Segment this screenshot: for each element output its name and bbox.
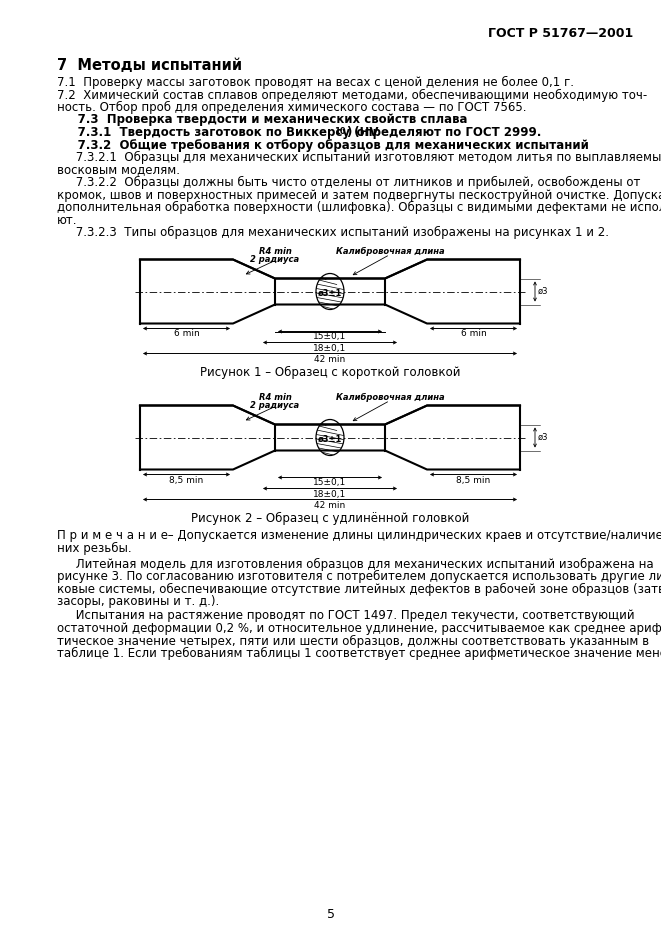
- Text: ø3±1: ø3±1: [318, 289, 342, 298]
- Text: 42 min: 42 min: [315, 501, 346, 509]
- Text: ют.: ют.: [57, 213, 77, 227]
- Text: ø3: ø3: [538, 433, 549, 442]
- Text: 7.3  Проверка твердости и механических свойств сплава: 7.3 Проверка твердости и механических св…: [57, 113, 467, 126]
- Text: восковым моделям.: восковым моделям.: [57, 164, 180, 177]
- Text: 7.3.2.2  Образцы должны быть чисто отделены от литников и прибылей, освобождены : 7.3.2.2 Образцы должны быть чисто отделе…: [57, 176, 641, 189]
- Text: – Допускается изменение длины цилиндрических краев и отсутствие/наличие на: – Допускается изменение длины цилиндриче…: [164, 530, 661, 543]
- Text: рисунке 3. По согласованию изготовителя с потребителем допускается использовать : рисунке 3. По согласованию изготовителя …: [57, 570, 661, 583]
- Text: 7  Методы испытаний: 7 Методы испытаний: [57, 58, 242, 73]
- Text: Рисунок 1 – Образец с короткой головкой: Рисунок 1 – Образец с короткой головкой: [200, 365, 460, 378]
- Text: засоры, раковины и т. д.).: засоры, раковины и т. д.).: [57, 595, 219, 608]
- Text: Калибровочная длина: Калибровочная длина: [336, 246, 444, 256]
- Text: 7.3.2.3  Типы образцов для механических испытаний изображены на рисунках 1 и 2.: 7.3.2.3 Типы образцов для механических и…: [57, 226, 609, 239]
- Text: 18±0,1: 18±0,1: [313, 344, 346, 353]
- Text: 5: 5: [327, 908, 334, 921]
- Text: 7.3.1  Твердость заготовок по Виккерсу (HV: 7.3.1 Твердость заготовок по Виккерсу (H…: [57, 126, 379, 139]
- Text: 2 радиуса: 2 радиуса: [251, 255, 299, 264]
- Text: 8,5 min: 8,5 min: [456, 475, 490, 485]
- Text: ГОСТ Р 51767—2001: ГОСТ Р 51767—2001: [488, 27, 633, 40]
- Text: ) определяют по ГОСТ 2999.: ) определяют по ГОСТ 2999.: [347, 126, 541, 139]
- Text: 10: 10: [334, 127, 346, 137]
- Text: 42 min: 42 min: [315, 355, 346, 363]
- Text: кромок, швов и поверхностных примесей и затем подвергнуты пескоструйной очистке.: кромок, швов и поверхностных примесей и …: [57, 188, 661, 201]
- Text: 15±0,1: 15±0,1: [313, 332, 346, 342]
- Text: таблице 1. Если требованиям таблицы 1 соответствует среднее арифметическое значе: таблице 1. Если требованиям таблицы 1 со…: [57, 647, 661, 660]
- Text: ковые системы, обеспечивающие отсутствие литейных дефектов в рабочей зоне образц: ковые системы, обеспечивающие отсутствие…: [57, 582, 661, 595]
- Text: Калибровочная длина: Калибровочная длина: [336, 392, 444, 402]
- Text: Испытания на растяжение проводят по ГОСТ 1497. Предел текучести, соответствующий: Испытания на растяжение проводят по ГОСТ…: [57, 609, 635, 622]
- Text: 7.2  Химический состав сплавов определяют методами, обеспечивающими необходимую : 7.2 Химический состав сплавов определяют…: [57, 89, 647, 102]
- Text: Литейная модель для изготовления образцов для механических испытаний изображена : Литейная модель для изготовления образцо…: [57, 558, 654, 571]
- Text: Рисунок 2 – Образец с удлинённой головкой: Рисунок 2 – Образец с удлинённой головко…: [191, 511, 469, 524]
- Text: R4 min: R4 min: [258, 246, 292, 256]
- Text: 18±0,1: 18±0,1: [313, 490, 346, 499]
- Text: 2 радиуса: 2 радиуса: [251, 401, 299, 409]
- Text: ø3: ø3: [538, 287, 549, 296]
- Text: 6 min: 6 min: [461, 329, 486, 339]
- Text: 8,5 min: 8,5 min: [169, 475, 204, 485]
- Text: ø3±1: ø3±1: [318, 435, 342, 444]
- Text: остаточной деформации 0,2 %, и относительное удлинение, рассчитываемое как средн: остаточной деформации 0,2 %, и относител…: [57, 622, 661, 635]
- Text: R4 min: R4 min: [258, 392, 292, 402]
- Text: 7.3.2  Общие требования к отбору образцов для механических испытаний: 7.3.2 Общие требования к отбору образцов…: [57, 139, 589, 152]
- Text: П р и м е ч а н и е: П р и м е ч а н и е: [57, 530, 168, 543]
- Text: 7.3.2.1  Образцы для механических испытаний изготовляют методом литья по выплавл: 7.3.2.1 Образцы для механических испытан…: [57, 151, 661, 164]
- Text: них резьбы.: них резьбы.: [57, 542, 132, 555]
- Text: 6 min: 6 min: [174, 329, 200, 339]
- Text: тическое значение четырех, пяти или шести образцов, должны соответствовать указа: тическое значение четырех, пяти или шест…: [57, 635, 649, 648]
- Text: 7.1  Проверку массы заготовок проводят на весах с ценой деления не более 0,1 г.: 7.1 Проверку массы заготовок проводят на…: [57, 76, 574, 89]
- Text: дополнительная обработка поверхности (шлифовка). Образцы с видимыми дефектами не: дополнительная обработка поверхности (шл…: [57, 201, 661, 214]
- Text: ность. Отбор проб для определения химического состава — по ГОСТ 7565.: ность. Отбор проб для определения химиче…: [57, 101, 527, 114]
- Text: 15±0,1: 15±0,1: [313, 478, 346, 488]
